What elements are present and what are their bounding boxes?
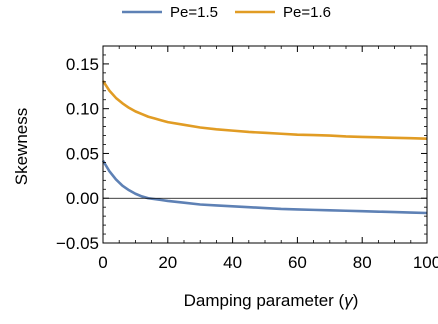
x-axis-title: Damping parameter (γ) xyxy=(184,291,359,310)
legend-label-2: Pe=1.6 xyxy=(283,4,331,21)
x-tick-label: 80 xyxy=(353,253,372,272)
x-tick-label: 40 xyxy=(223,253,242,272)
series-layer xyxy=(101,80,428,215)
x-axis-title-symbol: γ xyxy=(344,291,354,310)
y-tick-label: 0.10 xyxy=(66,100,99,119)
axes-layer: 0 20 40 60 80 100 −0.05 0.00 0.05 0.10 0.15 xyxy=(56,45,438,272)
y-tick-label: −0.05 xyxy=(56,234,99,253)
x-tick-label: 100 xyxy=(413,253,438,272)
x-tick-label: 60 xyxy=(288,253,307,272)
y-tick-label: 0.00 xyxy=(66,189,99,208)
x-axis-title-close: ) xyxy=(353,291,359,310)
series-line-1 xyxy=(101,159,428,215)
x-tick-label: 20 xyxy=(158,253,177,272)
y-axis-title: Skewness xyxy=(12,108,31,185)
plot-frame xyxy=(102,45,428,244)
legend: Pe=1.5 Pe=1.6 xyxy=(122,4,331,21)
labels-layer: Skewness Damping parameter (γ) xyxy=(12,108,358,310)
x-tick-label: 0 xyxy=(98,253,107,272)
legend-label-1: Pe=1.5 xyxy=(170,4,218,21)
x-axis-title-text: Damping parameter ( xyxy=(184,291,345,310)
series-line-2 xyxy=(101,80,428,140)
y-tick-label: 0.05 xyxy=(66,144,99,163)
y-tick-label: 0.15 xyxy=(66,55,99,74)
